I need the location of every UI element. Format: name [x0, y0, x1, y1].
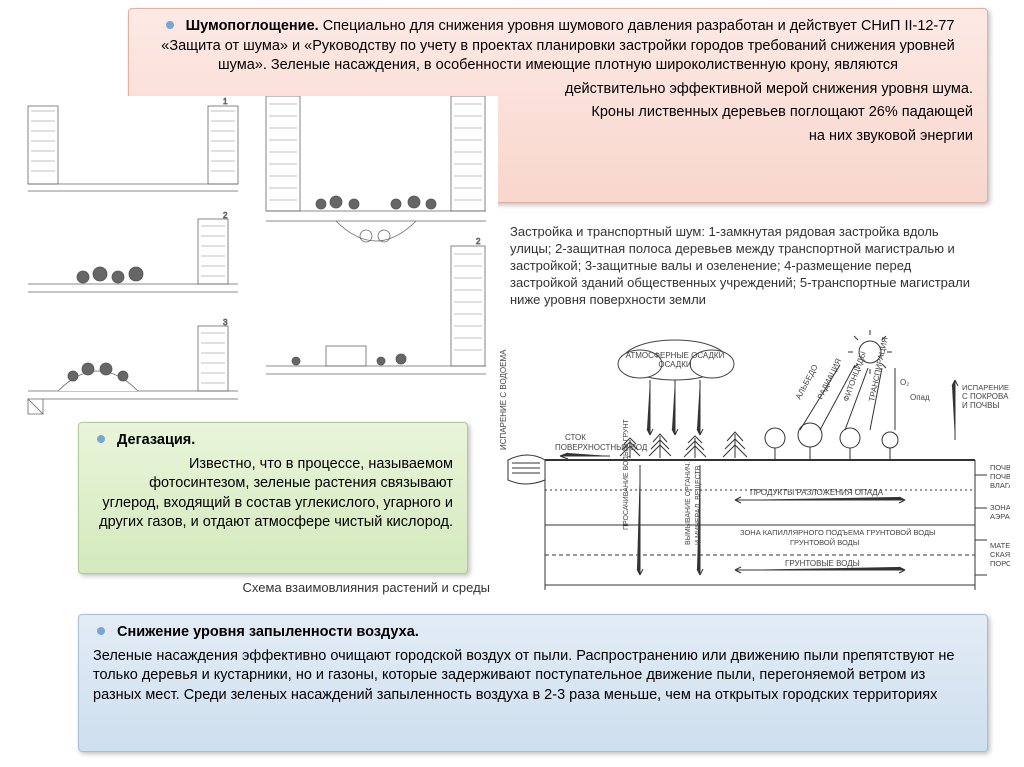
dust-reduction-box: Снижение уровня запыленности воздуха. Зе…	[78, 614, 988, 752]
box2-title: Дегазация.	[117, 432, 195, 448]
svg-text:ИСПАРЕНИЕ С ПОКРОВА И ПОЧВЫ: ИСПАРЕНИЕ С ПОКРОВА И ПОЧВЫ	[962, 383, 1010, 392]
box2-text: Известно, что в процессе, называемом фот…	[93, 455, 453, 533]
svg-text:ВЛАГА: ВЛАГА	[990, 481, 1010, 490]
svg-text:2: 2	[223, 211, 228, 220]
svg-text:ФИТОНЦИДЫ: ФИТОНЦИДЫ	[841, 350, 867, 402]
svg-text:ПОЧВЕННАЯ: ПОЧВЕННАЯ	[990, 472, 1010, 481]
eco-caption: Схема взаимовлияния растений и среды	[230, 580, 490, 597]
building-noise-diagram: 1 2	[18, 96, 498, 416]
box1-title: Шумопоглощение.	[186, 18, 319, 34]
cloud-label: АТМОСФЕРНЫЕ ОСАДКИ	[626, 351, 725, 360]
svg-text:3: 3	[223, 318, 228, 327]
svg-text:СКАЯ: СКАЯ	[990, 550, 1010, 559]
svg-text:ПРОСАЧИВАНИЕ ВОДЫ В ГРУНТ: ПРОСАЧИВАНИЕ ВОДЫ В ГРУНТ	[623, 418, 630, 530]
svg-text:АЭРАЦИИ: АЭРАЦИИ	[990, 512, 1010, 521]
svg-text:ИСПАРЕНИЕ С ВОДОЕМА: ИСПАРЕНИЕ С ВОДОЕМА	[500, 349, 508, 450]
svg-text:ТРАНСПИРАЦИЯ: ТРАНСПИРАЦИЯ	[867, 336, 890, 402]
svg-text:2: 2	[476, 237, 481, 246]
svg-text:И МИНЕРАЛ. ВЕЩЕСТВ: И МИНЕРАЛ. ВЕЩЕСТВ	[695, 465, 702, 545]
svg-text:ПОВЕРХНОСТНЫХ ВОД: ПОВЕРХНОСТНЫХ ВОД	[555, 443, 648, 452]
svg-text:O₂: O₂	[900, 378, 909, 387]
degassing-box: Дегазация. Известно, что в процессе, наз…	[78, 422, 468, 574]
bullet-icon	[97, 435, 105, 443]
svg-text:МАТЕРИН-: МАТЕРИН-	[990, 541, 1010, 550]
svg-text:И ПОЧВЫ: И ПОЧВЫ	[962, 401, 1000, 410]
svg-text:ОСАДКИ: ОСАДКИ	[658, 360, 692, 369]
box3-title: Снижение уровня запыленности воздуха.	[117, 624, 419, 640]
svg-text:ГРУНТОВОЙ ВОДЫ: ГРУНТОВОЙ ВОДЫ	[790, 538, 860, 547]
svg-text:ЗОНА: ЗОНА	[990, 503, 1010, 512]
eco-diagram: АТМОСФЕРНЫЕ ОСАДКИ ОСАДКИ АЛЬБЕДО РАДИАЦ…	[500, 330, 1010, 610]
svg-text:ЗОНА КАПИЛЛЯРНОГО ПОДЪЕМА ГРУН: ЗОНА КАПИЛЛЯРНОГО ПОДЪЕМА ГРУНТОВОЙ ВОДЫ	[740, 528, 936, 537]
svg-text:С ПОКРОВА: С ПОКРОВА	[962, 392, 1009, 401]
svg-text:ВЫМЫВАНИЕ ОРГАНИЧ.: ВЫМЫВАНИЕ ОРГАНИЧ.	[685, 461, 692, 545]
svg-text:ПРОДУКТЫ РАЗЛОЖЕНИЯ ОПАДА: ПРОДУКТЫ РАЗЛОЖЕНИЯ ОПАДА	[750, 488, 884, 497]
svg-text:ПОРОДА: ПОРОДА	[990, 559, 1010, 568]
svg-text:ГРУНТОВЫЕ ВОДЫ: ГРУНТОВЫЕ ВОДЫ	[785, 559, 860, 568]
bullet-icon	[97, 627, 105, 635]
box3-text: Зеленые насаждения эффективно очищают го…	[93, 647, 973, 706]
svg-text:Опад: Опад	[910, 393, 930, 402]
svg-text:ПОЧВА И: ПОЧВА И	[990, 463, 1010, 472]
bullet-icon	[166, 21, 174, 29]
svg-text:1: 1	[223, 97, 228, 106]
svg-text:СТОК: СТОК	[565, 433, 586, 442]
diagram-caption: Застройка и транспортный шум: 1-замкнута…	[510, 224, 980, 308]
